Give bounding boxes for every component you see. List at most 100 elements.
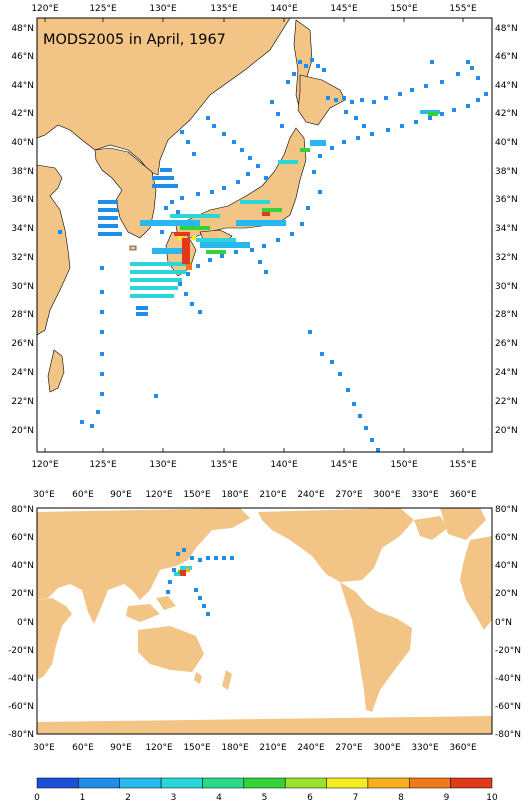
lon-tick-label: 150°E xyxy=(390,460,418,470)
lon-tick-label: 150°E xyxy=(390,4,418,14)
colorbar-cell xyxy=(36,777,79,789)
colorbar-cell xyxy=(284,777,327,789)
lat-tick-label: 60°N xyxy=(11,533,34,543)
lon-tick-label: 270°E xyxy=(335,490,363,500)
lat-tick-label: 42°N xyxy=(11,109,34,119)
colorbar-cell xyxy=(202,777,245,789)
lon-tick-label: 300°E xyxy=(373,743,401,753)
lon-tick-label: 145°E xyxy=(330,460,358,470)
lat-tick-label: 34°N xyxy=(11,224,34,234)
colorbar-cell xyxy=(119,777,162,789)
lat-tick-label: 28°N xyxy=(11,310,34,320)
bottom-map-lon-ticks-bottom: 30°E 60°E 90°E 120°E 150°E 180°E 210°E 2… xyxy=(33,743,477,753)
top-map-title: MODS2005 in April, 1967 xyxy=(43,32,226,48)
colorbar-label: 7 xyxy=(353,793,359,803)
lat-tick-label: 36°N xyxy=(11,195,34,205)
lon-tick-label: 300°E xyxy=(373,490,401,500)
lon-tick-label: 135°E xyxy=(210,4,238,14)
colorbar-label: 0 xyxy=(34,793,40,803)
lon-tick-label: 150°E xyxy=(183,490,211,500)
lat-tick-label: -80°N xyxy=(8,730,34,740)
lat-tick-label: 32°N xyxy=(11,253,34,263)
top-map-observations xyxy=(58,58,488,452)
colorbar-label: 3 xyxy=(171,793,177,803)
lat-tick-label: 60°N xyxy=(495,533,518,543)
lon-tick-label: 120°E xyxy=(145,743,173,753)
colorbar-label: 9 xyxy=(444,793,450,803)
colorbar-cell xyxy=(367,777,410,789)
lon-tick-label: 30°E xyxy=(33,490,55,500)
lon-tick-label: 180°E xyxy=(221,490,249,500)
lon-tick-label: 60°E xyxy=(72,743,94,753)
lon-tick-label: 240°E xyxy=(297,743,325,753)
lat-tick-label: 20°N xyxy=(495,589,518,599)
lon-tick-label: 90°E xyxy=(110,743,132,753)
lon-tick-label: 145°E xyxy=(330,4,358,14)
lon-tick-label: 150°E xyxy=(183,743,211,753)
lon-tick-label: 60°E xyxy=(72,490,94,500)
bottom-map-land xyxy=(37,508,492,734)
colorbar-cells xyxy=(36,777,493,789)
lat-tick-label: -40°N xyxy=(8,674,34,684)
lon-tick-label: 135°E xyxy=(210,460,238,470)
lat-tick-label: 0°N xyxy=(495,618,512,628)
bottom-map: 30°E 60°E 90°E 120°E 150°E 180°E 210°E 2… xyxy=(8,490,521,753)
lat-tick-label: 36°N xyxy=(495,195,518,205)
lon-tick-label: 360°E xyxy=(449,743,477,753)
lon-tick-label: 125°E xyxy=(89,460,117,470)
lat-tick-label: 22°N xyxy=(495,397,518,407)
lat-tick-label: 80°N xyxy=(495,505,518,515)
lat-tick-label: 34°N xyxy=(495,224,518,234)
lat-tick-label: 20°N xyxy=(11,426,34,436)
bottom-map-lat-ticks-left: 80°N 60°N 40°N 20°N 0°N -20°N -40°N -60°… xyxy=(8,505,34,740)
colorbar-label: 2 xyxy=(125,793,131,803)
lat-tick-label: -60°N xyxy=(495,702,521,712)
top-map-lon-ticks-bottom: 120°E 125°E 130°E 135°E 140°E 145°E 150°… xyxy=(31,460,477,470)
lon-tick-label: 120°E xyxy=(145,490,173,500)
lat-tick-label: 46°N xyxy=(11,52,34,62)
lat-tick-label: 40°N xyxy=(11,561,34,571)
colorbar-label: 10 xyxy=(486,793,498,803)
colorbar-cell xyxy=(450,777,493,789)
lat-tick-label: 44°N xyxy=(11,81,34,91)
bottom-map-lat-ticks-right: 80°N 60°N 40°N 20°N 0°N -20°N -40°N -60°… xyxy=(495,505,521,740)
colorbar-cell xyxy=(409,777,451,789)
lat-tick-label: 80°N xyxy=(11,505,34,515)
lat-tick-label: -60°N xyxy=(8,702,34,712)
lon-tick-label: 180°E xyxy=(221,743,249,753)
colorbar-label: 4 xyxy=(216,793,222,803)
lon-tick-label: 130°E xyxy=(149,460,177,470)
lat-tick-label: 38°N xyxy=(11,167,34,177)
colorbar-label: 5 xyxy=(262,793,268,803)
top-map-frame xyxy=(36,17,493,453)
lon-tick-label: 270°E xyxy=(335,743,363,753)
lat-tick-label: -20°N xyxy=(495,646,521,656)
bottom-map-lon-ticks-top: 30°E 60°E 90°E 120°E 150°E 180°E 210°E 2… xyxy=(33,490,477,500)
top-map-land xyxy=(37,18,346,393)
lat-tick-label: -40°N xyxy=(495,674,521,684)
colorbar-cell xyxy=(160,777,203,789)
lat-tick-label: -80°N xyxy=(495,730,521,740)
lon-tick-label: 210°E xyxy=(259,490,287,500)
colorbar-label: 6 xyxy=(307,793,313,803)
lat-tick-label: 0°N xyxy=(17,618,34,628)
colorbar-label: 1 xyxy=(80,793,86,803)
colorbar-cell xyxy=(326,777,369,789)
lon-tick-label: 360°E xyxy=(449,490,477,500)
colorbar-label: 8 xyxy=(398,793,404,803)
top-map: MODS2005 in April, 1967 120°E 125°E 130°… xyxy=(11,4,517,470)
lon-tick-label: 210°E xyxy=(259,743,287,753)
top-map-lat-ticks-left: 48°N 46°N 44°N 42°N 40°N 38°N 36°N 34°N … xyxy=(11,24,34,436)
lat-tick-label: 38°N xyxy=(495,167,518,177)
lat-tick-label: 20°N xyxy=(495,426,518,436)
lat-tick-label: 48°N xyxy=(11,24,34,34)
lat-tick-label: 44°N xyxy=(495,81,518,91)
lat-tick-label: 40°N xyxy=(495,138,518,148)
lat-tick-label: -20°N xyxy=(8,646,34,656)
lat-tick-label: 42°N xyxy=(495,109,518,119)
top-map-lat-ticks-right: 48°N 46°N 44°N 42°N 40°N 38°N 36°N 34°N … xyxy=(495,24,518,436)
lat-tick-label: 22°N xyxy=(11,397,34,407)
lat-tick-label: 24°N xyxy=(11,368,34,378)
lon-tick-label: 240°E xyxy=(297,490,325,500)
